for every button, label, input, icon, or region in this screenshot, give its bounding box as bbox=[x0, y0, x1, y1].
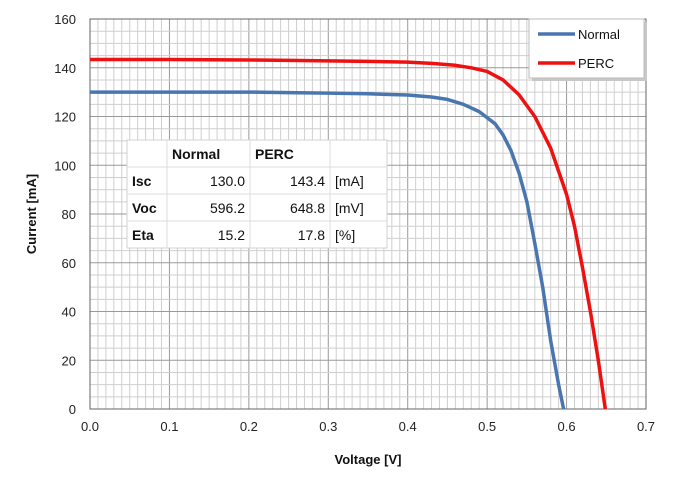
y-tick-label: 140 bbox=[54, 61, 76, 76]
table-header-cell: Normal bbox=[172, 146, 220, 162]
y-tick-label: 80 bbox=[62, 207, 76, 222]
legend-entry-label: Normal bbox=[578, 27, 620, 42]
x-tick-label: 0.4 bbox=[399, 419, 417, 434]
x-tick-label: 0.0 bbox=[81, 419, 99, 434]
x-tick-label: 0.7 bbox=[637, 419, 655, 434]
x-tick-label: 0.6 bbox=[558, 419, 576, 434]
y-tick-label: 160 bbox=[54, 12, 76, 27]
x-tick-label: 0.3 bbox=[319, 419, 337, 434]
table-row-label: Voc bbox=[132, 200, 157, 216]
table-cell: 15.2 bbox=[218, 227, 245, 243]
y-tick-label: 60 bbox=[62, 256, 76, 271]
x-tick-label: 0.1 bbox=[160, 419, 178, 434]
x-tick-label: 0.5 bbox=[478, 419, 496, 434]
y-axis-title: Current [mA] bbox=[24, 174, 39, 254]
series-line-normal bbox=[90, 90, 566, 410]
table-cell: 648.8 bbox=[290, 200, 325, 216]
table-row-label: Isc bbox=[132, 173, 152, 189]
table-cell: 143.4 bbox=[290, 173, 325, 189]
tick-labels: 0.0 0.1 0.2 0.3 0.4 0.5 0.6 0.7 0 20 40 60 80 100 120 1… bbox=[54, 12, 655, 434]
plot-area-border bbox=[89, 18, 647, 410]
table-row-label: Eta bbox=[132, 227, 154, 243]
table-header-cell: PERC bbox=[255, 146, 294, 162]
table-cell: 596.2 bbox=[210, 200, 245, 216]
y-tick-label: 100 bbox=[54, 158, 76, 173]
y-tick-label: 0 bbox=[69, 402, 76, 417]
x-tick-label: 0.2 bbox=[240, 419, 258, 434]
table-cell: [%] bbox=[335, 227, 355, 243]
table-cell: 130.0 bbox=[210, 173, 245, 189]
legend: Normal PERC bbox=[528, 18, 647, 81]
legend-entry-label: PERC bbox=[578, 56, 614, 71]
y-tick-label: 20 bbox=[62, 353, 76, 368]
y-tick-label: 40 bbox=[62, 305, 76, 320]
table-cell: [mV] bbox=[335, 200, 364, 216]
x-axis-title: Voltage [V] bbox=[335, 452, 402, 467]
table-cell: [mA] bbox=[335, 173, 364, 189]
table-cell: 17.8 bbox=[298, 227, 325, 243]
series-layer bbox=[90, 57, 608, 410]
series-line-perc bbox=[90, 57, 608, 410]
y-tick-label: 120 bbox=[54, 110, 76, 125]
legend-box bbox=[528, 18, 645, 79]
summary-table: Normal PERC Isc 130.0 143.4 [mA] Voc 596.2 648.8… bbox=[126, 139, 388, 249]
